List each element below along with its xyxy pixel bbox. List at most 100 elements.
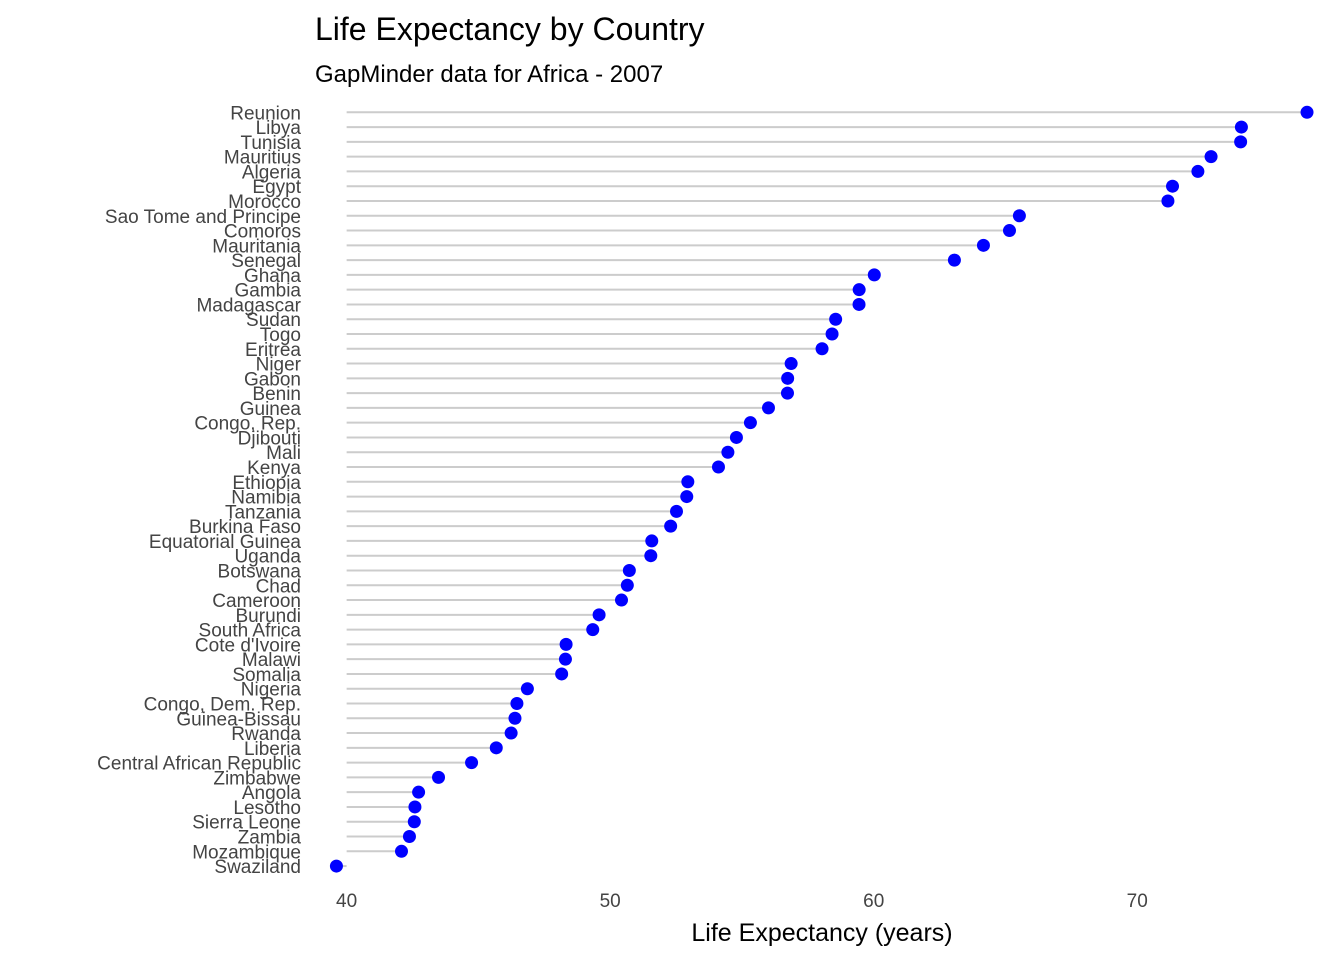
point-ethiopia — [681, 475, 695, 489]
point-south-africa — [586, 623, 600, 637]
point-gabon — [781, 371, 795, 385]
y-label-niger: Niger — [256, 355, 302, 376]
y-label-angola: Angola — [242, 783, 302, 804]
x-axis-title: Life Expectancy (years) — [691, 919, 952, 947]
point-congo-dem-rep — [510, 697, 524, 710]
y-label-djibouti: Djibouti — [238, 428, 301, 449]
y-label-mauritania: Mauritania — [212, 236, 301, 257]
y-label-guinea-bissau: Guinea-Bissau — [176, 709, 301, 730]
y-label-tunisia: Tunisia — [240, 133, 301, 154]
point-cote-d-ivoire — [559, 637, 573, 651]
point-comoros — [1002, 224, 1016, 238]
point-uganda — [644, 549, 658, 563]
point-sudan — [829, 312, 843, 326]
y-label-togo: Togo — [260, 325, 301, 346]
y-label-malawi: Malawi — [242, 650, 301, 671]
y-label-lesotho: Lesotho — [233, 798, 301, 819]
y-label-congo-rep: Congo, Rep. — [194, 414, 301, 435]
y-label-reunion: Reunion — [230, 103, 301, 124]
y-label-central-african-republic: Central African Republic — [97, 754, 301, 775]
x-tick-label-60: 60 — [863, 891, 884, 912]
point-togo — [825, 327, 839, 341]
point-algeria — [1191, 164, 1205, 178]
point-mozambique — [394, 844, 408, 858]
point-central-african-republic — [465, 756, 479, 770]
y-label-botswana: Botswana — [218, 561, 302, 582]
point-sierra-leone — [407, 815, 421, 829]
point-burkina-faso — [664, 519, 678, 533]
point-benin — [780, 386, 794, 400]
y-label-algeria: Algeria — [242, 162, 302, 183]
x-axis-ticks: 40 50 60 70 — [336, 891, 1148, 912]
y-label-benin: Benin — [252, 384, 301, 405]
y-label-rwanda: Rwanda — [231, 724, 301, 745]
chart-title: Life Expectancy by Country — [315, 11, 705, 47]
x-tick-label-50: 50 — [600, 891, 621, 912]
point-djibouti — [729, 430, 743, 444]
point-niger — [784, 357, 798, 371]
y-label-mozambique: Mozambique — [192, 842, 301, 863]
y-label-morocco: Morocco — [228, 192, 301, 213]
y-label-sao-tome-and-principe: Sao Tome and Principe — [105, 207, 301, 228]
y-label-comoros: Comoros — [224, 222, 301, 243]
point-botswana — [622, 563, 636, 577]
y-label-gabon: Gabon — [244, 369, 301, 390]
point-mauritania — [976, 238, 990, 252]
point-madagascar — [852, 297, 866, 311]
x-tick-label-40: 40 — [336, 891, 357, 912]
y-axis-labels: ReunionLibyaTunisiaMauritiusAlgeriaEgypt… — [97, 103, 302, 878]
y-label-burundi: Burundi — [236, 606, 302, 627]
y-label-namibia: Namibia — [231, 488, 301, 509]
point-egypt — [1166, 179, 1180, 193]
point-guinea-bissau — [508, 711, 522, 725]
y-label-uganda: Uganda — [234, 547, 301, 568]
y-label-gambia: Gambia — [234, 281, 301, 302]
chart-subtitle: GapMinder data for Africa - 2007 — [315, 61, 663, 88]
point-morocco — [1161, 194, 1175, 208]
point-namibia — [680, 490, 694, 504]
point-tunisia — [1234, 135, 1248, 149]
y-label-burkina-faso: Burkina Faso — [189, 517, 301, 538]
y-label-mauritius: Mauritius — [224, 148, 301, 169]
y-label-mali: Mali — [266, 443, 301, 464]
y-label-nigeria: Nigeria — [241, 680, 302, 701]
point-burundi — [592, 608, 606, 622]
point-reunion — [1300, 105, 1314, 119]
y-label-cote-d-ivoire: Cote d'Ivoire — [195, 635, 301, 656]
y-label-sierra-leone: Sierra Leone — [192, 813, 301, 834]
point-malawi — [558, 652, 572, 666]
y-label-guinea: Guinea — [240, 399, 302, 420]
point-ghana — [867, 268, 881, 282]
x-tick-label-70: 70 — [1127, 891, 1148, 912]
point-libya — [1234, 120, 1248, 134]
point-congo-rep — [743, 416, 757, 430]
y-label-senegal: Senegal — [231, 251, 301, 272]
point-zambia — [402, 830, 416, 844]
y-label-libya: Libya — [256, 118, 302, 139]
point-swaziland — [329, 859, 343, 873]
y-label-south-africa: South Africa — [199, 621, 302, 642]
y-label-equatorial-guinea: Equatorial Guinea — [149, 532, 302, 553]
point-somalia — [555, 667, 569, 681]
point-guinea — [761, 401, 775, 415]
y-label-ghana: Ghana — [244, 266, 301, 287]
point-mauritius — [1204, 150, 1218, 164]
point-kenya — [711, 460, 725, 474]
y-label-ethiopia: Ethiopia — [232, 473, 301, 494]
stems-group — [336, 111, 1308, 868]
point-angola — [412, 785, 426, 799]
y-label-sudan: Sudan — [246, 310, 301, 331]
point-senegal — [947, 253, 961, 267]
y-label-liberia: Liberia — [244, 739, 301, 760]
point-tanzania — [670, 504, 684, 518]
y-label-madagascar: Madagascar — [196, 295, 301, 316]
y-label-cameroon: Cameroon — [212, 591, 301, 612]
y-label-zimbabwe: Zimbabwe — [213, 768, 301, 789]
y-label-egypt: Egypt — [252, 177, 301, 198]
point-sao-tome-and-principe — [1012, 209, 1026, 223]
point-mali — [721, 445, 735, 459]
point-chad — [620, 578, 634, 592]
y-label-chad: Chad — [256, 576, 301, 597]
y-label-swaziland: Swaziland — [214, 857, 301, 878]
